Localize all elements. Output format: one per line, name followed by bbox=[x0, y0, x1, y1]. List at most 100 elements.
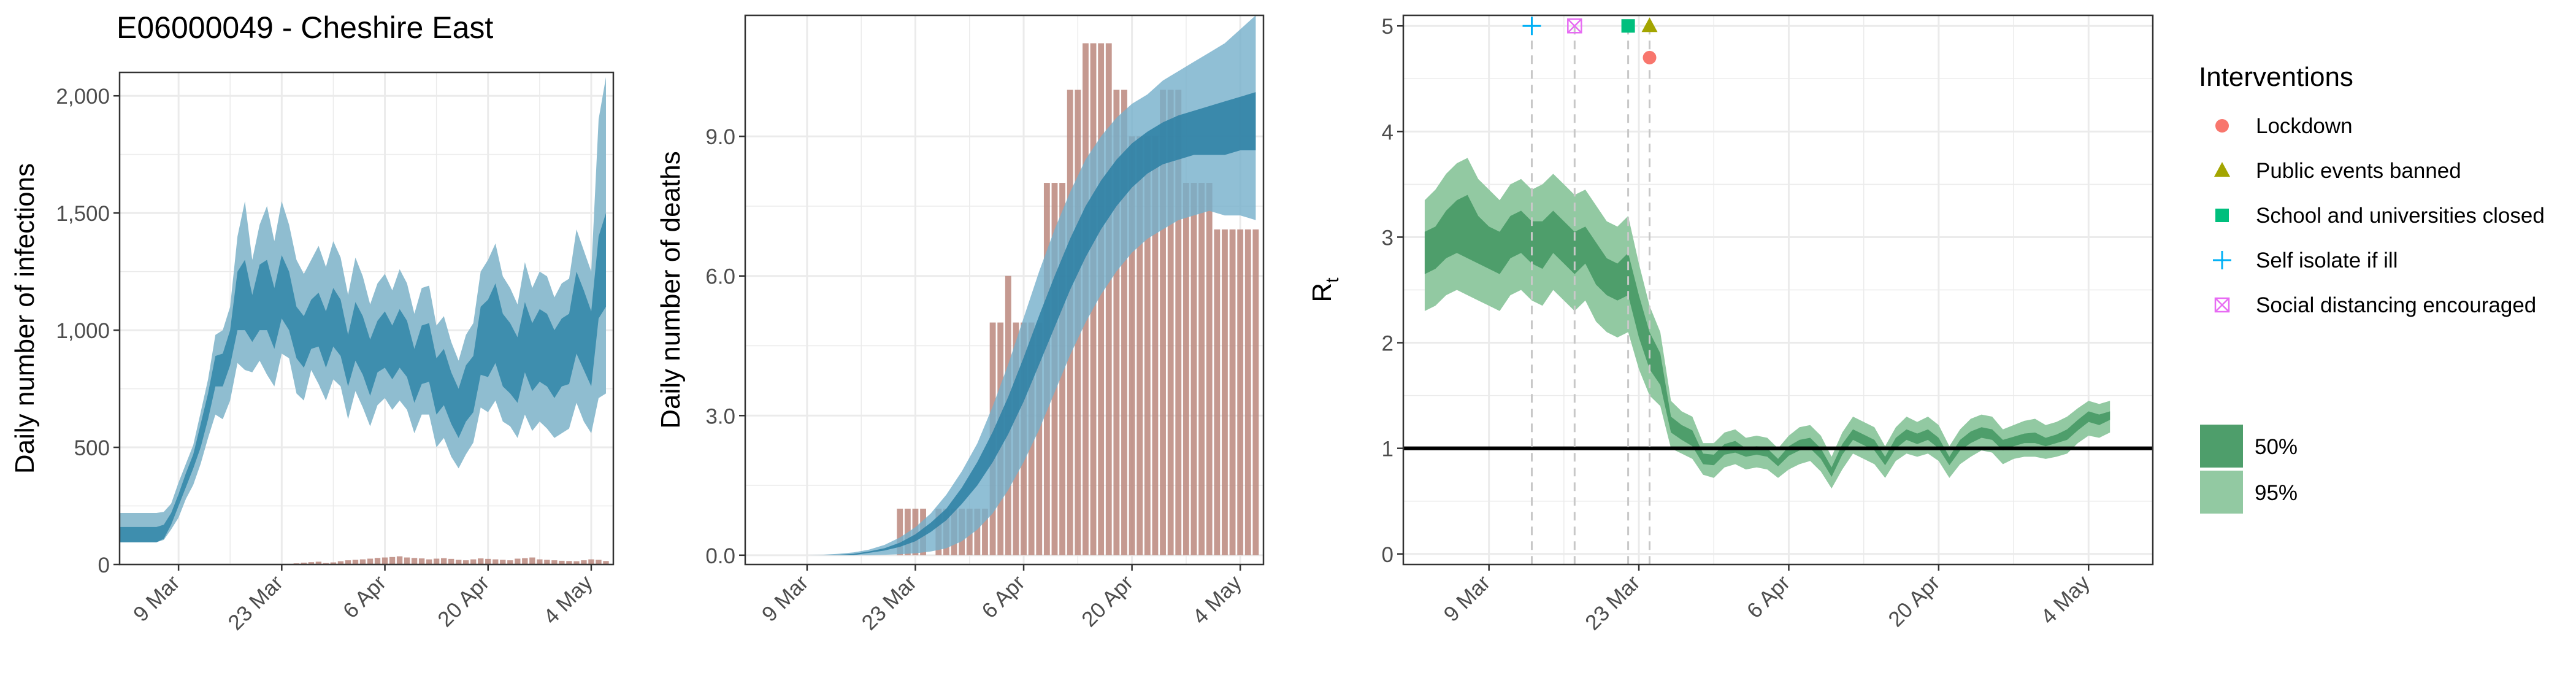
observed-bar bbox=[1113, 90, 1120, 555]
legend-key-boxcross bbox=[2214, 297, 2230, 313]
legend-label: Public events banned bbox=[2256, 159, 2461, 183]
y-tick-label: 1,500 bbox=[56, 202, 110, 226]
observed-bar bbox=[493, 559, 499, 565]
observed-bar bbox=[315, 561, 322, 565]
observed-bar bbox=[301, 562, 307, 565]
observed-bar bbox=[500, 560, 506, 565]
interventions-legend: Interventions Lockdown Public events banne… bbox=[2199, 62, 2545, 317]
y-tick-label: 2,000 bbox=[56, 85, 110, 109]
y-axis-title: Rt bbox=[1307, 277, 1343, 303]
legend-band-swatch bbox=[2200, 471, 2243, 514]
y-axis-title: Daily number of deaths bbox=[656, 151, 686, 428]
observed-bar bbox=[588, 559, 594, 565]
y-tick-label: 500 bbox=[74, 436, 110, 460]
observed-bar bbox=[544, 560, 550, 565]
observed-bar bbox=[1129, 136, 1135, 555]
observed-bar bbox=[1252, 229, 1259, 555]
legend-key-triangle bbox=[2214, 162, 2230, 177]
y-tick-label: 6.0 bbox=[705, 265, 735, 289]
observed-bar bbox=[1183, 183, 1189, 555]
y-tick-label: 3.0 bbox=[705, 404, 735, 428]
observed-bar bbox=[448, 558, 454, 565]
y-tick-label: 1 bbox=[1382, 437, 1393, 461]
observed-bar bbox=[897, 508, 903, 555]
observed-bar bbox=[381, 557, 388, 565]
legend-band-item: 50% bbox=[2200, 425, 2298, 468]
legend-label: Lockdown bbox=[2256, 114, 2353, 138]
band-50pct bbox=[120, 213, 606, 542]
observed-bar bbox=[337, 561, 344, 565]
legend-key-square bbox=[2215, 209, 2229, 222]
observed-bar bbox=[507, 560, 513, 565]
panel-border bbox=[118, 71, 615, 566]
observed-bar bbox=[1137, 136, 1143, 555]
legend-item: Public events banned bbox=[2214, 159, 2461, 183]
y-tick-label: 5 bbox=[1382, 15, 1393, 39]
observed-bar bbox=[1206, 183, 1213, 555]
legend-item: Social distancing encouraged bbox=[2214, 293, 2536, 317]
observed-bar bbox=[396, 556, 403, 565]
legend-item: Lockdown bbox=[2215, 114, 2353, 138]
observed-bar bbox=[1160, 90, 1166, 555]
intervention-marker bbox=[1522, 17, 1541, 36]
y-tick-label: 9.0 bbox=[705, 125, 735, 149]
observed-bar bbox=[330, 562, 337, 565]
band-50pct bbox=[807, 92, 1256, 555]
observed-bar bbox=[433, 558, 440, 565]
observed-bar bbox=[904, 508, 911, 555]
intervention-marker bbox=[1641, 17, 1658, 33]
observed-bar bbox=[537, 559, 543, 565]
legend-band-item: 95% bbox=[2200, 471, 2298, 514]
panel-border bbox=[1402, 14, 2154, 566]
observed-bar bbox=[485, 558, 491, 565]
legend-item: Self isolate if ill bbox=[2213, 249, 2398, 272]
figure-title: E06000049 - Cheshire East bbox=[117, 10, 493, 45]
band-95pct bbox=[120, 77, 606, 542]
y-tick-label: 1,000 bbox=[56, 319, 110, 343]
observed-bar bbox=[367, 558, 374, 565]
legend-label: School and universities closed bbox=[2256, 204, 2545, 228]
observed-bar bbox=[456, 560, 462, 565]
y-tick-label: 3 bbox=[1382, 226, 1393, 250]
observed-bar bbox=[1167, 90, 1174, 555]
observed-bar bbox=[559, 560, 565, 565]
observed-bar bbox=[1244, 229, 1251, 555]
legend-key-circle bbox=[2215, 119, 2229, 133]
observed-bar bbox=[463, 560, 469, 565]
observed-bar bbox=[308, 562, 315, 565]
observed-bar bbox=[1036, 322, 1043, 555]
intervention-marker bbox=[1567, 18, 1582, 34]
y-axis-title: Daily number of infections bbox=[10, 163, 40, 474]
y-tick-label: 0.0 bbox=[705, 544, 735, 568]
y-tick-label: 4 bbox=[1382, 120, 1393, 144]
y-tick-label: 0 bbox=[1382, 543, 1393, 567]
observed-bar bbox=[1222, 229, 1228, 555]
y-tick-label: 0 bbox=[98, 553, 110, 577]
observed-bar bbox=[470, 559, 477, 565]
observed-bar bbox=[389, 557, 396, 565]
y-axis-title-main: R bbox=[1307, 283, 1337, 303]
observed-bar bbox=[1229, 229, 1236, 555]
observed-bar bbox=[1152, 136, 1159, 555]
observed-bar bbox=[1198, 183, 1205, 555]
legend-band-label: 50% bbox=[2255, 435, 2298, 459]
observed-bar bbox=[352, 560, 359, 565]
observed-bar bbox=[573, 561, 580, 565]
observed-bar bbox=[1190, 183, 1197, 555]
legend-item: School and universities closed bbox=[2215, 204, 2545, 228]
intervention-marker bbox=[1621, 19, 1635, 33]
observed-bar bbox=[418, 558, 425, 565]
observed-bar bbox=[478, 558, 484, 565]
legend-label: Self isolate if ill bbox=[2256, 249, 2398, 272]
observed-bar bbox=[1098, 43, 1105, 555]
observed-bar bbox=[359, 559, 366, 565]
observed-bar bbox=[566, 561, 572, 565]
chart-panel-2: 0.03.06.09.09 Mar 23 Mar 6 Apr 20 Apr 4 MayD… bbox=[656, 14, 1265, 635]
observed-bar bbox=[1121, 90, 1127, 555]
observed-bar bbox=[1237, 229, 1244, 555]
observed-bar bbox=[982, 508, 988, 555]
observed-bar bbox=[974, 508, 981, 555]
observed-bar bbox=[596, 560, 602, 565]
